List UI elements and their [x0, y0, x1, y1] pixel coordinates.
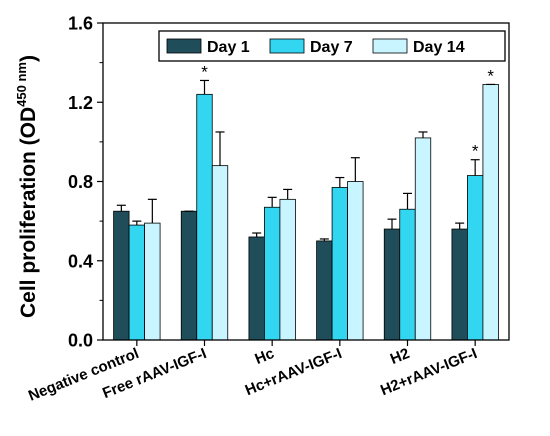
legend-box: [158, 30, 506, 62]
bar-day-1-h2-raav-igf-i: [451, 228, 468, 341]
plot-frame: [102, 22, 510, 341]
x-tick-label-hc: Hc: [253, 345, 277, 368]
y-tick-label: 1.6: [68, 14, 93, 34]
error-bars-layer: [116, 79, 496, 241]
y-axis-label-main: Cell proliferation (OD: [17, 107, 40, 318]
annotations-layer: * * *: [201, 62, 494, 160]
x-tick-label-h2: H2: [388, 345, 412, 368]
bars-layer: [113, 84, 499, 341]
significance-marker: *: [487, 66, 494, 85]
bar-day-1-hc: [248, 236, 265, 341]
bar-day-14-h2: [414, 137, 432, 341]
bar-day-7-hc: [264, 206, 281, 341]
y-axis-label: Cell proliferation (OD450 nm): [14, 55, 40, 318]
bar-day-7-h2-raav-igf-i: [467, 175, 484, 341]
bar-day-1-hc-raav-igf-i: [316, 240, 333, 341]
bar-day-7-negative-control: [128, 224, 145, 341]
legend: Day 1 Day 7 Day 14: [158, 30, 506, 62]
bar-day-14-hc-raav-igf-i: [347, 181, 364, 341]
significance-marker: *: [201, 62, 208, 81]
bar-day-7-hc-raav-igf-i: [331, 187, 348, 341]
bar-day-14-h2-raav-igf-i: [482, 84, 499, 341]
bar-day-1-negative-control: [113, 210, 130, 341]
legend-swatch-day-14: [372, 38, 408, 54]
bar-day-1-free-raav-igf-i: [180, 210, 198, 341]
legend-label-day-7: Day 7: [310, 39, 353, 56]
bar-day-1-h2: [383, 228, 401, 341]
y-tick-label: 0.0: [68, 331, 93, 351]
bar-day-14-hc: [279, 198, 296, 341]
bar-day-14-free-raav-igf-i: [211, 165, 229, 341]
legend-swatch-day-1: [166, 38, 202, 54]
y-axis-label-close: ): [17, 55, 40, 62]
y-axis-label-unit: 450 nm: [14, 62, 29, 107]
bar-day-7-h2: [399, 208, 416, 341]
y-axis-ticks: 0.0 0.4 0.8 1.2 1.6: [68, 14, 103, 351]
bar-day-14-negative-control: [144, 222, 161, 341]
y-tick-label: 0.8: [68, 172, 93, 192]
legend-swatch-day-7: [269, 38, 305, 54]
legend-label-day-14: Day 14: [413, 39, 465, 56]
x-tick-label-negative-control: Negative control: [26, 345, 141, 405]
significance-marker: *: [472, 142, 479, 161]
legend-label-day-1: Day 1: [207, 39, 250, 56]
y-tick-label: 0.4: [68, 251, 93, 271]
y-tick-label: 1.2: [68, 93, 93, 113]
bar-day-7-free-raav-igf-i: [196, 93, 213, 341]
